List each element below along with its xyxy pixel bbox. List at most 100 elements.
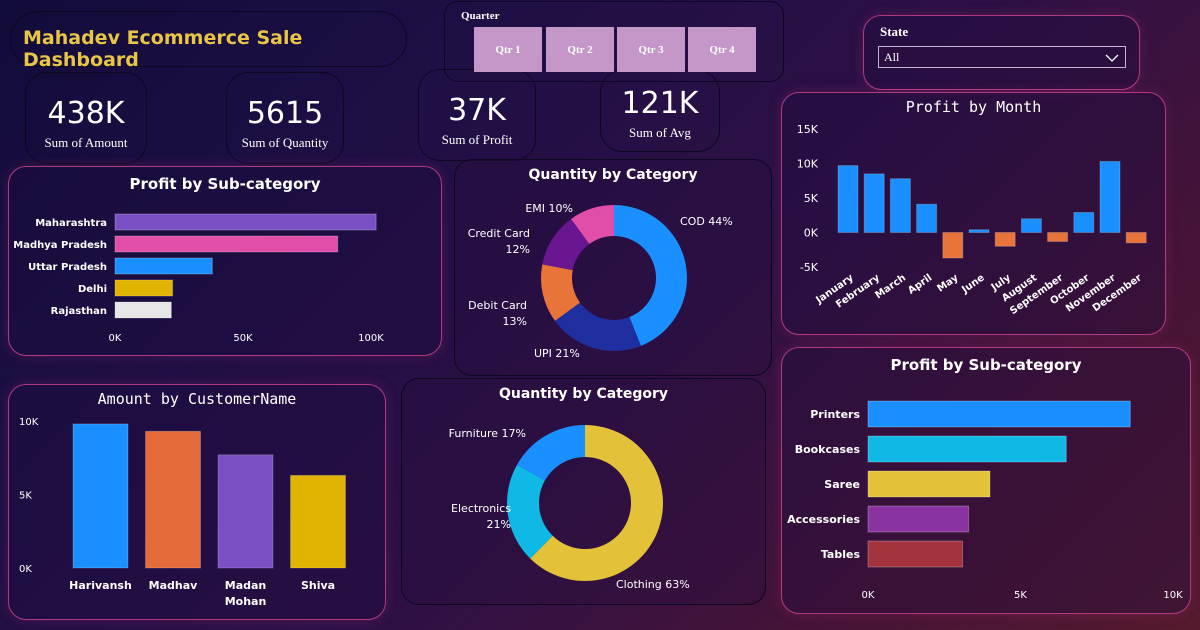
bar xyxy=(114,235,339,253)
chart-title: Amount by CustomerName xyxy=(97,390,297,408)
y-tick-label: 10K xyxy=(797,158,819,171)
x-tick-label: 0K xyxy=(862,590,875,601)
x-tick-label: June xyxy=(959,272,987,296)
kpi-label: Sum of Avg xyxy=(629,125,691,140)
quarter-slicer-label: Quarter xyxy=(461,10,500,22)
bar xyxy=(867,435,1067,463)
quarter-button-qtr3[interactable]: Qtr 3 xyxy=(617,27,685,72)
category-label: Printers xyxy=(810,408,860,421)
bar xyxy=(114,279,174,297)
x-tick-label: 10K xyxy=(1163,590,1183,601)
data-label: Debit Card xyxy=(468,299,527,312)
y-tick-label: 5K xyxy=(19,491,32,502)
profit-by-state-chart: Maharashtra Madhya Pradesh Uttar Pradesh De… xyxy=(13,213,384,344)
x-tick-label: Harivansh xyxy=(69,579,132,592)
kpi-value: 5615 xyxy=(246,96,324,131)
kpi-value: 121K xyxy=(621,86,699,121)
state-slicer-label: State xyxy=(880,24,909,39)
kpi-label: Sum of Quantity xyxy=(241,135,329,150)
donut-slice xyxy=(517,425,585,481)
profit-by-state-card: Profit by Sub-category Maharashtra Madhya… xyxy=(8,166,442,356)
y-tick-label: 15K xyxy=(797,123,819,136)
category-label: Rajasthan xyxy=(51,306,107,317)
quarter-button-qtr2[interactable]: Qtr 2 xyxy=(546,27,614,72)
y-tick-label: 5K xyxy=(804,192,819,205)
kpi-sum-of-quantity: 5615 Sum of Quantity xyxy=(226,72,344,164)
bar xyxy=(867,540,964,568)
title-card: Mahadev Ecommerce Sale Dashboard xyxy=(10,11,407,71)
bar xyxy=(114,213,377,231)
bar xyxy=(867,400,1131,428)
donut-slice xyxy=(541,264,581,321)
category-label: Saree xyxy=(824,478,860,491)
state-slicer: State All xyxy=(863,15,1140,90)
bar xyxy=(867,505,970,533)
chart-title: Profit by Sub-category xyxy=(129,175,321,193)
donut-slice xyxy=(614,205,687,346)
chart-title: Quantity by Category xyxy=(498,386,669,402)
quantity-by-payment-card: Quantity by Category COD 44% UPI 21% Debit… xyxy=(454,159,772,376)
y-tick-label: 0K xyxy=(19,564,32,575)
dashboard-title: Mahadev Ecommerce Sale Dashboard xyxy=(23,27,303,71)
x-tick-label: 0K xyxy=(109,333,122,344)
donut-slice xyxy=(507,464,553,559)
x-tick-label: 100K xyxy=(358,333,384,344)
category-label: Bookcases xyxy=(795,443,861,456)
y-tick-label: 0K xyxy=(804,227,819,240)
bar xyxy=(1020,218,1042,233)
quarter-button-qtr1[interactable]: Qtr 1 xyxy=(474,27,542,72)
kpi-sum-of-amount: 438K Sum of Amount xyxy=(25,72,147,164)
bar xyxy=(145,430,201,569)
data-label: Credit Card xyxy=(468,227,530,240)
bar xyxy=(994,232,1016,247)
kpi-sum-of-profit: 37K Sum of Profit xyxy=(418,69,536,161)
amount-by-customer-chart: 10K 5K 0K Harivansh Madhav Madan Mohan Shiva xyxy=(19,417,346,608)
bar xyxy=(867,470,991,498)
data-label: 21% xyxy=(487,518,511,531)
kpi-label: Sum of Profit xyxy=(441,132,513,147)
data-label: EMI 10% xyxy=(525,202,573,215)
category-label: Madhya Pradesh xyxy=(13,240,107,251)
bar xyxy=(942,232,964,259)
x-tick-label: Mohan xyxy=(225,595,267,608)
category-label: Tables xyxy=(821,548,861,561)
quantity-by-payment-chart: COD 44% UPI 21% Debit Card 13% Credit Card 12… xyxy=(468,202,733,360)
profit-by-month-card: Profit by Month 15K 10K 5K 0K -5K January Febr… xyxy=(781,92,1166,335)
chart-title: Profit by Month xyxy=(905,98,1042,116)
chart-title: Quantity by Category xyxy=(528,167,698,183)
x-tick-label: Shiva xyxy=(301,579,335,592)
bar xyxy=(114,301,172,319)
donut-slice xyxy=(571,205,614,245)
category-label: Maharashtra xyxy=(35,218,107,229)
donut-slice xyxy=(542,218,590,271)
data-label: 13% xyxy=(503,315,527,328)
kpi-sum-of-avg: 121K Sum of Avg xyxy=(600,70,720,152)
bar xyxy=(889,178,911,233)
category-label: Uttar Pradesh xyxy=(28,262,107,273)
x-tick-label: Madan xyxy=(225,579,267,592)
donut-slice xyxy=(554,302,641,351)
data-label: UPI 21% xyxy=(534,347,580,360)
bar xyxy=(968,229,990,234)
bar xyxy=(837,165,859,233)
bar xyxy=(863,173,885,233)
x-tick-label: 50K xyxy=(233,333,253,344)
data-label: 12% xyxy=(506,243,530,256)
data-label: Clothing 63% xyxy=(616,578,690,591)
y-tick-label: 10K xyxy=(19,417,39,428)
quantity-by-category-chart: Clothing 63% Electronics 21% Furniture 17% xyxy=(449,425,690,591)
state-dropdown-value: All xyxy=(884,50,900,64)
amount-by-customer-card: Amount by CustomerName 10K 5K 0K Harivansh M… xyxy=(8,384,386,620)
x-tick-label: April xyxy=(906,272,934,296)
quantity-by-category-card: Quantity by Category Clothing 63% Electro… xyxy=(401,378,766,605)
x-tick-label: May xyxy=(935,272,960,294)
quarter-button-qtr4[interactable]: Qtr 4 xyxy=(688,27,756,72)
bar xyxy=(72,423,129,569)
x-tick-label: 5K xyxy=(1014,590,1027,601)
kpi-label: Sum of Amount xyxy=(44,135,128,150)
state-dropdown[interactable]: All xyxy=(878,46,1126,68)
bar xyxy=(217,454,274,569)
bar xyxy=(1125,232,1147,244)
bar xyxy=(1099,160,1121,233)
